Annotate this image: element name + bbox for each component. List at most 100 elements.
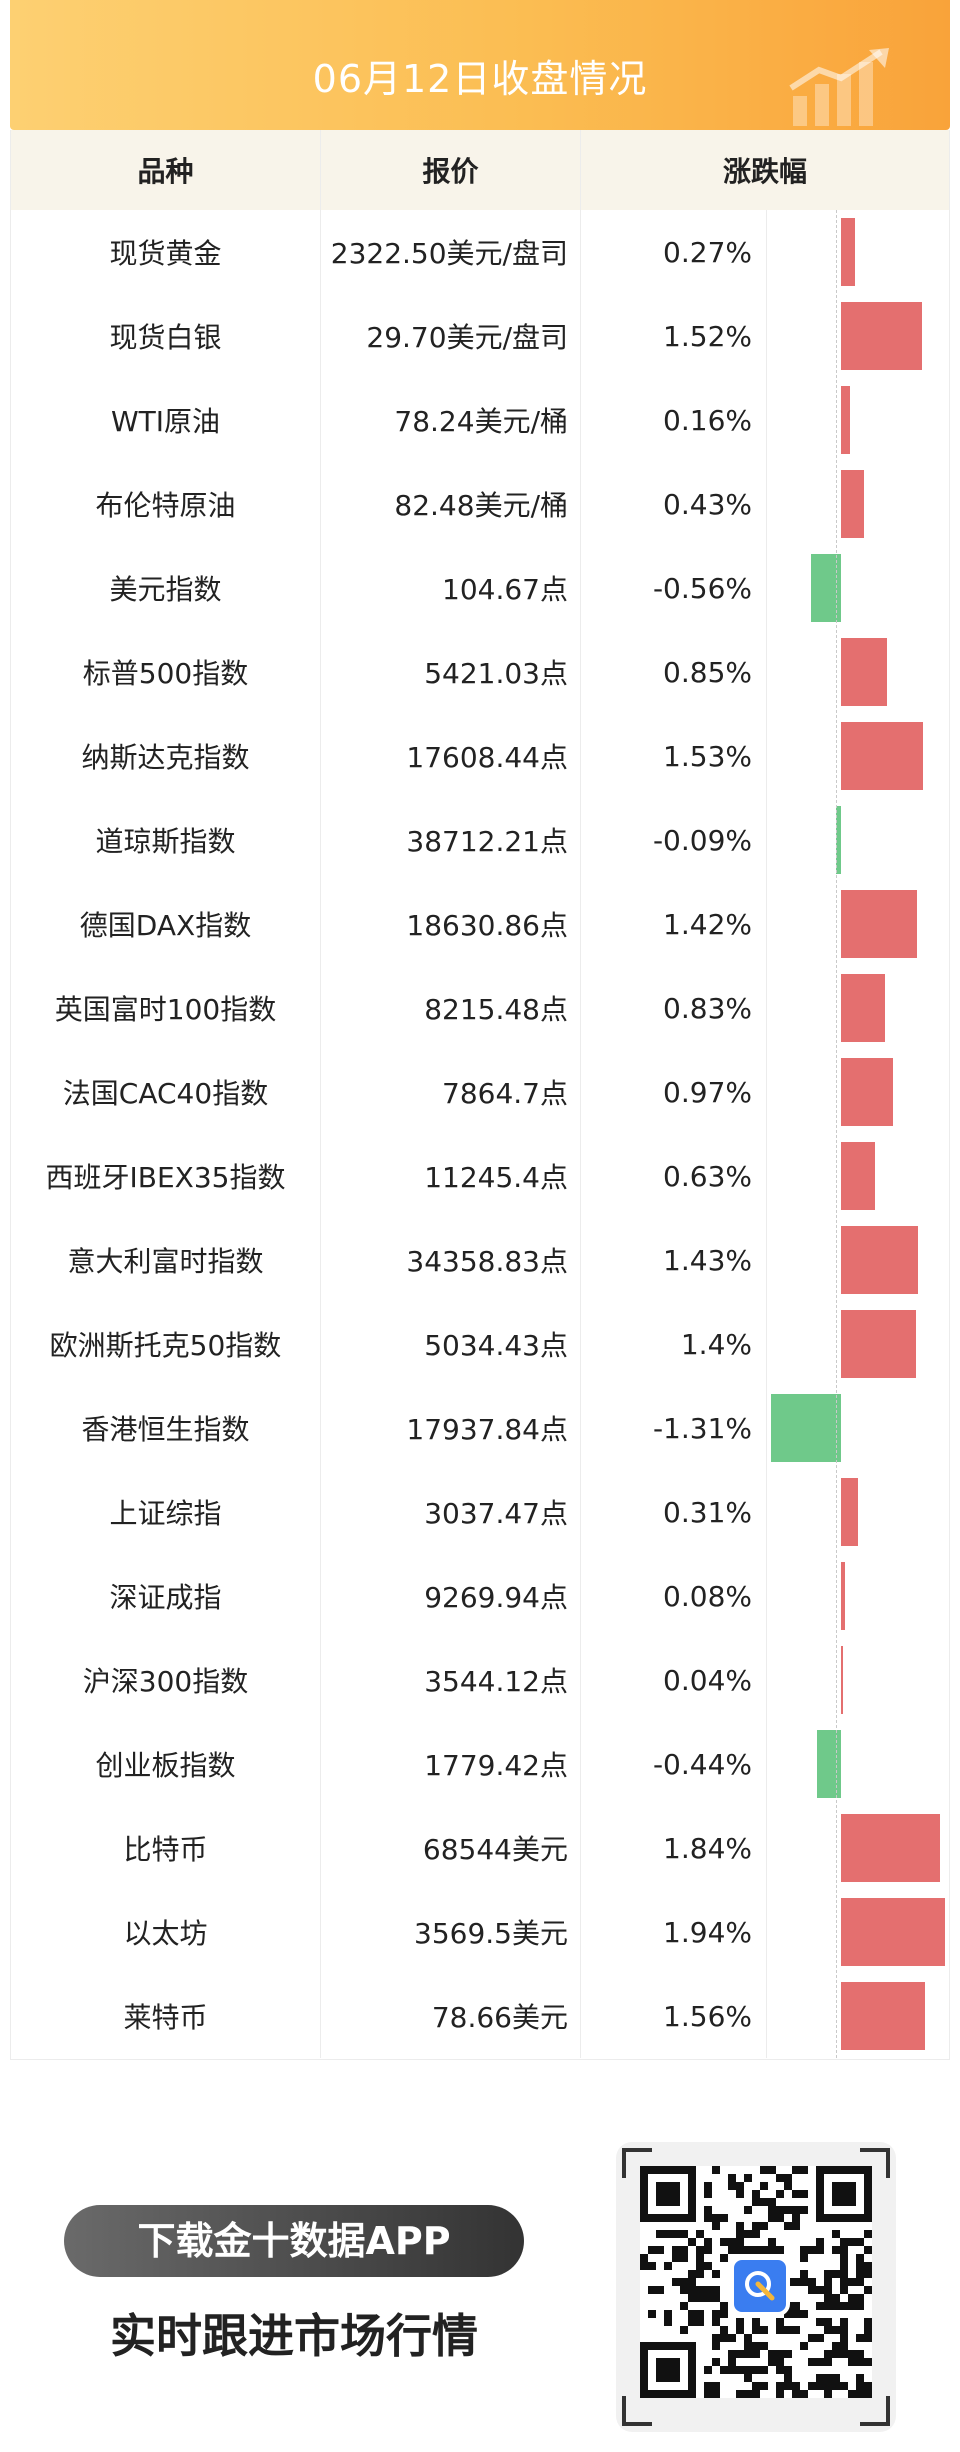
table-row: 德国DAX指数 18630.86点 1.42% (11, 882, 949, 966)
market-close-table: 品种 报价 涨跌幅 现货黄金 2322.50美元/盘司 0.27% 现货白银 29.70… (10, 130, 950, 2060)
instrument-name: 英国富时100指数 (11, 966, 321, 1050)
change-bar-positive (841, 1478, 858, 1546)
table-row: 标普500指数 5421.03点 0.85% (11, 630, 949, 714)
instrument-price: 5421.03点 (321, 630, 581, 714)
change-bar-positive (841, 386, 850, 454)
instrument-name: 西班牙IBEX35指数 (11, 1134, 321, 1218)
change-bar-cell (767, 1470, 949, 1554)
qr-corner (860, 2148, 890, 2178)
table-row: 西班牙IBEX35指数 11245.4点 0.63% (11, 1134, 949, 1218)
qr-corner (622, 2148, 652, 2178)
change-bar-cell (767, 462, 949, 546)
instrument-price: 1779.42点 (321, 1722, 581, 1806)
instrument-price: 104.67点 (321, 546, 581, 630)
table-row: 道琼斯指数 38712.21点 -0.09% (11, 798, 949, 882)
instrument-price: 17937.84点 (321, 1386, 581, 1470)
change-bar-cell (767, 1302, 949, 1386)
instrument-price: 3569.5美元 (321, 1890, 581, 1974)
instrument-name: 莱特币 (11, 1974, 321, 2058)
change-bar-cell (767, 1806, 949, 1890)
instrument-name: WTI原油 (11, 378, 321, 462)
change-bar-cell (767, 378, 949, 462)
qr-pattern (640, 2166, 872, 2398)
qr-corner (860, 2396, 890, 2426)
instrument-price: 29.70美元/盘司 (321, 294, 581, 378)
instrument-name: 布伦特原油 (11, 462, 321, 546)
qr-code-frame (616, 2142, 896, 2432)
instrument-change: 0.97% (581, 1050, 767, 1134)
change-bar-cell (767, 798, 949, 882)
instrument-name: 法国CAC40指数 (11, 1050, 321, 1134)
change-bar-positive (841, 722, 924, 790)
instrument-change: 1.52% (581, 294, 767, 378)
instrument-change: 1.53% (581, 714, 767, 798)
column-header-price: 报价 (321, 130, 581, 210)
change-bar-positive (841, 1562, 846, 1630)
instrument-change: 0.04% (581, 1638, 767, 1722)
instrument-name: 意大利富时指数 (11, 1218, 321, 1302)
change-bar-positive (841, 638, 887, 706)
instrument-name: 现货白银 (11, 294, 321, 378)
instrument-price: 3544.12点 (321, 1638, 581, 1722)
rising-chart-icon (789, 48, 889, 126)
instrument-change: 0.08% (581, 1554, 767, 1638)
instrument-change: 1.56% (581, 1974, 767, 2058)
table-header: 品种 报价 涨跌幅 (11, 130, 949, 210)
instrument-price: 11245.4点 (321, 1134, 581, 1218)
table-row: 沪深300指数 3544.12点 0.04% (11, 1638, 949, 1722)
table-row: 英国富时100指数 8215.48点 0.83% (11, 966, 949, 1050)
change-bar-positive (841, 1814, 940, 1882)
instrument-name: 以太坊 (11, 1890, 321, 1974)
change-bar-cell (767, 882, 949, 966)
bar-zero-line (836, 210, 837, 2058)
change-bar-positive (841, 218, 856, 286)
instrument-name: 香港恒生指数 (11, 1386, 321, 1470)
change-bar-cell (767, 1722, 949, 1806)
table-row: 比特币 68544美元 1.84% (11, 1806, 949, 1890)
instrument-change: 0.63% (581, 1134, 767, 1218)
instrument-price: 82.48美元/桶 (321, 462, 581, 546)
instrument-change: 0.16% (581, 378, 767, 462)
header-banner: 06月12日收盘情况 (10, 0, 950, 130)
change-bar-positive (841, 1058, 893, 1126)
qr-corner (622, 2396, 652, 2426)
table-row: 香港恒生指数 17937.84点 -1.31% (11, 1386, 949, 1470)
instrument-price: 68544美元 (321, 1806, 581, 1890)
instrument-change: 1.42% (581, 882, 767, 966)
change-bar-negative (817, 1730, 841, 1798)
column-header-change: 涨跌幅 (722, 155, 807, 188)
change-bar-cell (767, 210, 949, 294)
table-body: 现货黄金 2322.50美元/盘司 0.27% 现货白银 29.70美元/盘司 1.52%… (11, 210, 949, 2058)
table-row: 布伦特原油 82.48美元/桶 0.43% (11, 462, 949, 546)
instrument-name: 上证综指 (11, 1470, 321, 1554)
instrument-name: 沪深300指数 (11, 1638, 321, 1722)
instrument-change: 1.4% (581, 1302, 767, 1386)
table-row: 意大利富时指数 34358.83点 1.43% (11, 1218, 949, 1302)
change-bar-positive (841, 1142, 875, 1210)
download-app-button[interactable]: 下载金十数据APP (64, 2205, 524, 2277)
table-row: 上证综指 3037.47点 0.31% (11, 1470, 949, 1554)
tagline: 实时跟进市场行情 (110, 2309, 478, 2363)
table-row: 现货黄金 2322.50美元/盘司 0.27% (11, 210, 949, 294)
qr-code-icon[interactable] (640, 2166, 872, 2398)
table-row: 美元指数 104.67点 -0.56% (11, 546, 949, 630)
change-bar-positive (841, 1982, 925, 2050)
change-bar-cell (767, 630, 949, 714)
table-row: 欧洲斯托克50指数 5034.43点 1.4% (11, 1302, 949, 1386)
instrument-price: 34358.83点 (321, 1218, 581, 1302)
table-row: 创业板指数 1779.42点 -0.44% (11, 1722, 949, 1806)
change-bar-cell (767, 1134, 949, 1218)
change-bar-cell (767, 966, 949, 1050)
change-bar-cell (767, 1974, 949, 2058)
table-row: WTI原油 78.24美元/桶 0.16% (11, 378, 949, 462)
change-bar-negative (810, 554, 841, 622)
instrument-price: 3037.47点 (321, 1470, 581, 1554)
instrument-price: 18630.86点 (321, 882, 581, 966)
instrument-price: 2322.50美元/盘司 (321, 210, 581, 294)
page-title: 06月12日收盘情况 (312, 57, 648, 101)
column-header-name: 品种 (11, 130, 321, 210)
change-bar-positive (841, 1226, 918, 1294)
instrument-price: 78.24美元/桶 (321, 378, 581, 462)
change-bar-cell (767, 1638, 949, 1722)
change-bar-positive (841, 1898, 945, 1966)
